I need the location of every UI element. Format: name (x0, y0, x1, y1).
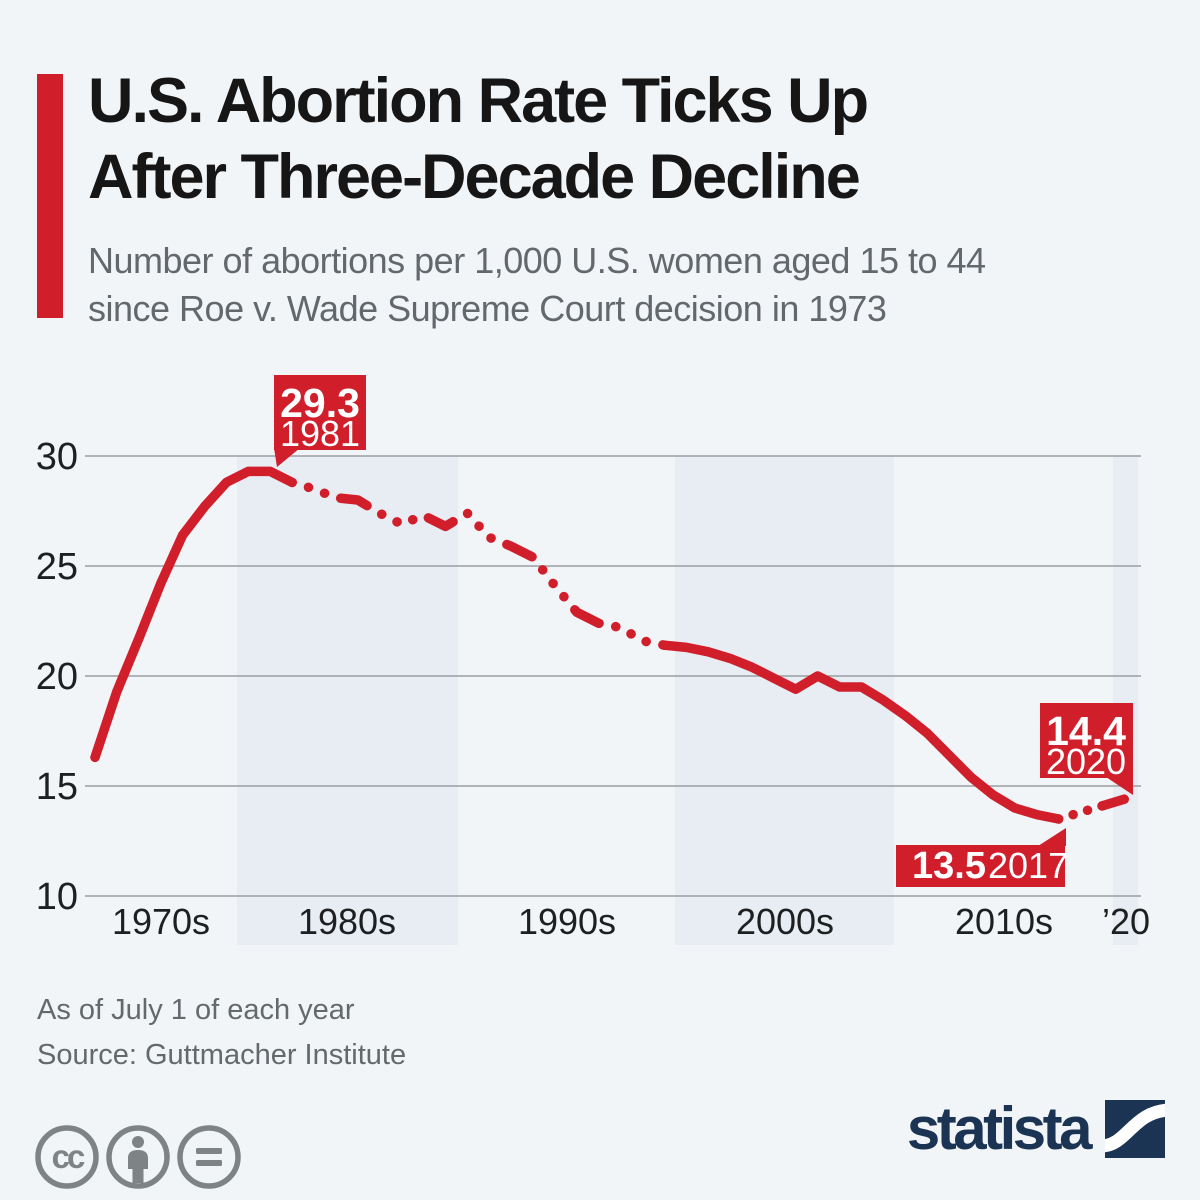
x-axis-labels: 1970s 1980s 1990s 2000s 2010s ’20 (112, 901, 1150, 942)
latest-callout: 14.4 2020 (1040, 703, 1133, 795)
y-tick-10: 10 (36, 876, 78, 918)
peak-callout-value: 29.3 (280, 380, 360, 426)
chart-title: U.S. Abortion Rate Ticks Up After Three-D… (88, 63, 869, 215)
equals-bar-bottom (196, 1160, 222, 1166)
latest-callout-box (1040, 703, 1133, 778)
y-tick-25: 25 (36, 546, 78, 588)
chart-subtitle: Number of abortions per 1,000 U.S. women… (88, 237, 986, 333)
footnote: As of July 1 of each year Source: Guttma… (37, 988, 406, 1078)
latest-callout-year: 2020 (1046, 741, 1126, 782)
low-callout-year: 2017 (988, 845, 1068, 886)
x-tick-2020: ’20 (1102, 901, 1150, 942)
cc-icon[interactable]: cc (35, 1125, 99, 1189)
series-segment-1973-1982 (90, 466, 297, 763)
chart-subtitle-line2: since Roe v. Wade Supreme Court decision… (88, 288, 887, 329)
series-segment-2019-2020 (1097, 794, 1130, 811)
peak-callout: 29.3 1981 (274, 375, 366, 467)
low-callout-box (896, 845, 1065, 887)
cc-by-icon[interactable] (106, 1125, 170, 1189)
license-icons: cc (35, 1125, 241, 1189)
latest-callout-pointer (1106, 777, 1133, 795)
statista-wordmark: statista (906, 1095, 1093, 1163)
footnote-note: As of July 1 of each year (37, 994, 355, 1026)
latest-callout-value: 14.4 (1046, 708, 1126, 754)
decade-band-1980s (237, 456, 458, 945)
cc-icon-letters: cc (52, 1138, 85, 1175)
y-tick-30: 30 (36, 436, 78, 478)
statista-swoosh (1105, 1104, 1165, 1153)
decade-band-2020 (1113, 456, 1138, 945)
series-segment-1999-2017 (659, 640, 1064, 824)
statista-logo[interactable]: statista (906, 1095, 1165, 1163)
chart-title-line2: After Three-Decade Decline (88, 142, 861, 212)
x-tick-1990s: 1990s (518, 901, 616, 942)
x-tick-1970s: 1970s (112, 901, 210, 942)
y-axis-labels: 30 25 20 15 10 (36, 436, 78, 918)
chart-title-line1: U.S. Abortion Rate Ticks Up (88, 66, 869, 136)
person-head (132, 1136, 144, 1148)
chart-subtitle-line1: Number of abortions per 1,000 U.S. women… (88, 240, 986, 281)
y-tick-15: 15 (36, 766, 78, 808)
x-tick-1980s: 1980s (298, 901, 396, 942)
footnote-source: Source: Guttmacher Institute (37, 1039, 407, 1071)
equals-bar-top (196, 1148, 222, 1154)
decade-band-2000s (675, 456, 894, 945)
low-callout: 13.5 2017 (896, 828, 1068, 887)
title-accent-bar (37, 74, 63, 318)
cc-nd-icon[interactable] (177, 1125, 241, 1189)
y-tick-20: 20 (36, 656, 78, 698)
low-callout-value: 13.5 (912, 845, 986, 887)
statista-logo-mark (1105, 1100, 1165, 1158)
x-tick-2010s: 2010s (955, 901, 1053, 942)
x-tick-2000s: 2000s (736, 901, 834, 942)
series-segment-2017-2019 (1053, 801, 1108, 824)
peak-callout-year: 1981 (280, 413, 360, 454)
series-group (90, 466, 1130, 824)
peak-callout-box (274, 375, 366, 450)
person-body (128, 1150, 148, 1183)
gridlines (85, 455, 1141, 897)
low-callout-pointer (1038, 828, 1066, 846)
series-segment-1982-1999 (287, 477, 670, 650)
decade-bands (237, 456, 1138, 945)
peak-callout-pointer (274, 448, 300, 467)
